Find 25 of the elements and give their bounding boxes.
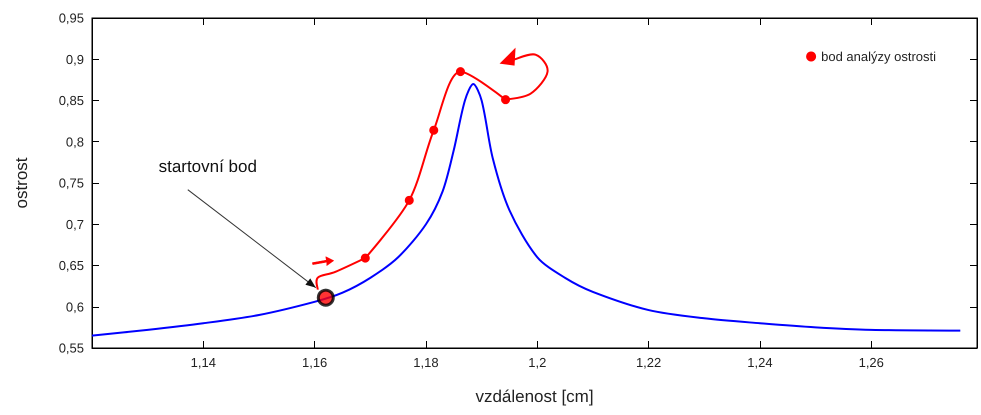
y-tick-label: 0,55 bbox=[58, 340, 84, 356]
x-tick-label: 1,26 bbox=[858, 355, 884, 370]
x-tick-label: 1,22 bbox=[636, 355, 662, 370]
x-tick-label: 1,18 bbox=[413, 355, 439, 370]
x-tick-label: 1,16 bbox=[302, 355, 328, 370]
y-tick-label: 0,75 bbox=[58, 176, 84, 190]
line-series bbox=[91, 83, 962, 337]
y-tick-label: 0,7 bbox=[66, 216, 84, 232]
legend-label: bod analýzy ostrosti bbox=[821, 49, 936, 64]
annotation: startovní bod bbox=[158, 157, 257, 176]
x-tick-label: 1,2 bbox=[528, 355, 546, 370]
y-axis-title: ostrost bbox=[12, 157, 31, 209]
point bbox=[316, 288, 335, 307]
y-tick-label: 0,85 bbox=[58, 93, 84, 108]
x-axis-title: vzdálenost [cm] bbox=[475, 387, 594, 406]
x-tick-label: 1,14 bbox=[190, 355, 216, 370]
point bbox=[456, 67, 465, 76]
x-tick-label: 1,24 bbox=[747, 355, 773, 370]
point bbox=[404, 196, 414, 205]
y-tick-label: 0,6 bbox=[66, 299, 84, 314]
y-tick-label: 0,8 bbox=[66, 134, 84, 150]
point bbox=[429, 126, 438, 135]
y-tick-label: 0,65 bbox=[58, 258, 84, 273]
y-tick-label: 0,95 bbox=[58, 10, 84, 26]
y-tick-label: 0,9 bbox=[66, 52, 84, 67]
